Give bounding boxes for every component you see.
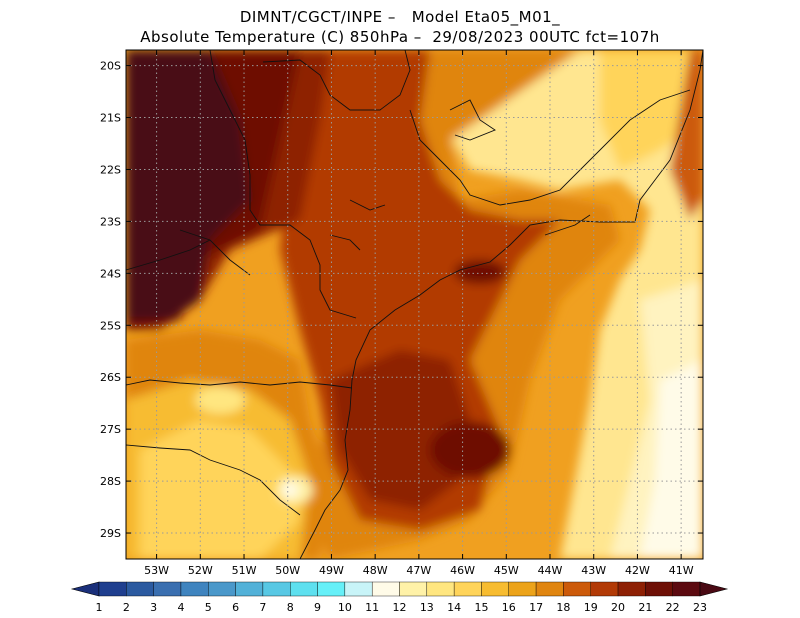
latitude-label: 24S <box>100 267 121 280</box>
colorbar-max-arrow <box>699 581 729 597</box>
latitude-labels: 20S 21S 22S 23S 24S 25S 26S 27S 28S 29S <box>100 60 121 540</box>
longitude-label: 45W <box>494 564 519 577</box>
latitude-label: 25S <box>100 319 121 332</box>
longitude-label: 43W <box>581 564 606 577</box>
latitude-label: 20S <box>100 60 121 73</box>
colorbar-label: 15 <box>474 601 488 614</box>
longitude-label: 48W <box>363 564 388 577</box>
longitude-label: 47W <box>406 564 431 577</box>
colorbar-swatch <box>426 581 455 597</box>
colorbar-swatch <box>262 581 291 597</box>
colorbar-min-arrow <box>70 581 100 597</box>
colorbar-swatch <box>371 581 400 597</box>
longitude-label: 44W <box>538 564 563 577</box>
colorbar-swatch <box>535 581 564 597</box>
longitude-labels: 53W 52W 51W 50W 49W 48W 47W 46W 45W 44W 43W 42W 41W <box>144 564 694 577</box>
colorbar-label: 22 <box>666 601 680 614</box>
longitude-label: 42W <box>625 564 650 577</box>
colorbar-label: 9 <box>314 601 321 614</box>
longitude-label: 51W <box>232 564 257 577</box>
latitude-label: 26S <box>100 371 121 384</box>
colorbar-label: 6 <box>232 601 239 614</box>
colorbar-swatch <box>399 581 428 597</box>
latitude-label: 29S <box>100 527 121 540</box>
colorbar-label: 3 <box>150 601 157 614</box>
axis-ticks <box>126 50 703 559</box>
colorbar-swatch <box>98 581 127 597</box>
colorbar-label: 19 <box>584 601 598 614</box>
latitude-label: 28S <box>100 475 121 488</box>
longitude-label: 53W <box>144 564 169 577</box>
colorbar-swatch <box>126 581 154 597</box>
lat-lon-grid <box>126 50 703 559</box>
colorbar-label: 10 <box>338 601 352 614</box>
longitude-label: 41W <box>669 564 694 577</box>
latitude-label: 23S <box>100 215 121 228</box>
colorbar-swatch <box>290 581 318 597</box>
colorbar-label: 12 <box>393 601 407 614</box>
colorbar-label: 23 <box>693 601 707 614</box>
colorbar-swatch <box>508 581 537 597</box>
colorbar-label: 5 <box>205 601 212 614</box>
latitude-label: 27S <box>100 423 121 436</box>
map-frame <box>125 49 704 560</box>
colorbar-swatch <box>672 581 701 597</box>
colorbar-label: 1 <box>96 601 103 614</box>
colorbar-label: 2 <box>123 601 130 614</box>
colorbar-swatch <box>344 581 373 597</box>
colorbar-label: 21 <box>638 601 652 614</box>
colorbar-label: 20 <box>611 601 625 614</box>
colorbar-label: 13 <box>420 601 434 614</box>
colorbar-swatch <box>153 581 182 597</box>
colorbar-swatch <box>563 581 591 597</box>
colorbar-label: 11 <box>365 601 379 614</box>
colorbar-label: 8 <box>287 601 294 614</box>
colorbar-swatch <box>235 581 264 597</box>
longitude-label: 46W <box>450 564 475 577</box>
colorbar-labels: 1 2 3 4 5 6 7 8 9 10 11 12 13 14 15 16 17 18 19 20 21 22 23 <box>96 601 708 614</box>
colorbar-swatch <box>590 581 619 597</box>
map-title-line-1: DIMNT/CGCT/INPE – Model Eta05_M01_ <box>239 8 561 26</box>
longitude-label: 50W <box>275 564 300 577</box>
colorbar-swatch <box>617 581 646 597</box>
map-title-line-2: Absolute Temperature (C) 850hPa – 29/08/… <box>140 28 660 46</box>
colorbar-label: 4 <box>177 601 184 614</box>
colorbar-swatch <box>453 581 482 597</box>
latitude-label: 22S <box>100 163 121 176</box>
colorbar-label: 16 <box>502 601 516 614</box>
colorbar-swatch <box>481 581 509 597</box>
colorbar-label: 17 <box>529 601 543 614</box>
colorbar-swatch <box>317 581 346 597</box>
borders-coastline <box>126 50 703 559</box>
longitude-label: 52W <box>188 564 213 577</box>
temperature-colorbar <box>70 581 729 597</box>
colorbar-label: 14 <box>447 601 461 614</box>
colorbar-swatch <box>208 581 236 597</box>
colorbar-label: 18 <box>556 601 570 614</box>
colorbar-label: 7 <box>259 601 266 614</box>
latitude-label: 21S <box>100 112 121 125</box>
colorbar-swatch <box>180 581 209 597</box>
longitude-label: 49W <box>319 564 344 577</box>
temperature-field <box>126 50 703 559</box>
colorbar-swatch <box>645 581 673 597</box>
